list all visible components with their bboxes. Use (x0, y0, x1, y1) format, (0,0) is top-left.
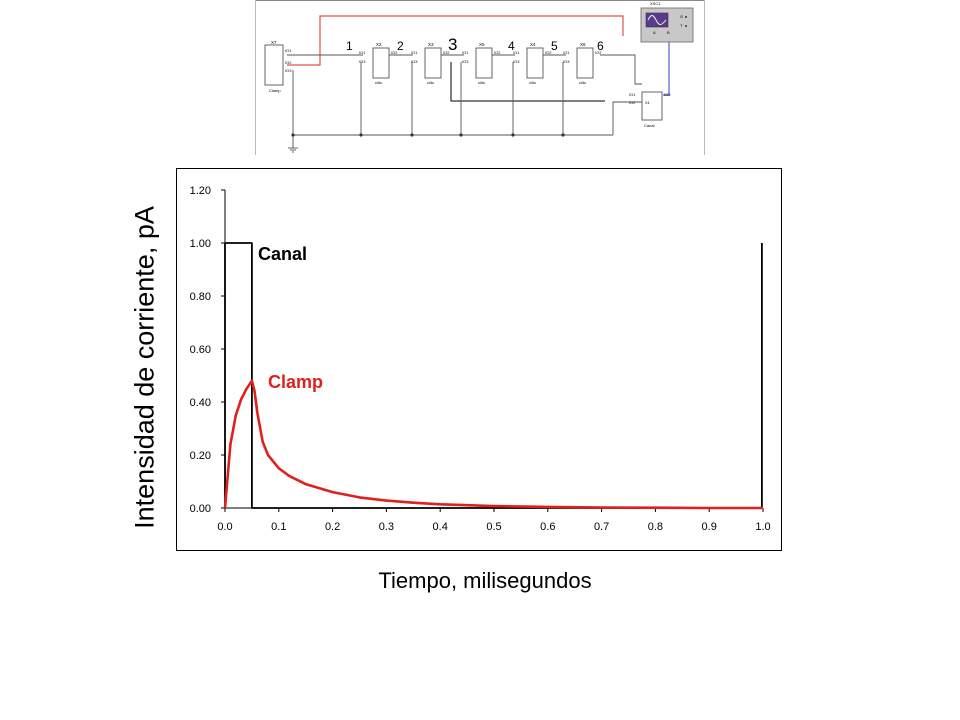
chain-wire (600, 54, 642, 85)
y-tick-label: 0.60 (190, 344, 211, 356)
x-tick-label: 0.0 (217, 521, 232, 533)
svg-text:IO1: IO1 (629, 92, 636, 97)
x-tick-label: 0.4 (433, 521, 448, 533)
x-tick-label: 0.2 (325, 521, 340, 533)
y-tick-label: 0.40 (190, 397, 211, 409)
cilio-block-x3: X3 IO1 IO2 IO3 cilio (411, 42, 450, 85)
svg-text:IO3: IO3 (563, 59, 570, 64)
x-tick-label: 0.8 (648, 521, 663, 533)
svg-text:IO2: IO2 (494, 50, 501, 55)
svg-text:IO1: IO1 (563, 50, 570, 55)
stage-number-1: 1 (346, 39, 353, 53)
svg-text:X2: X2 (376, 42, 382, 47)
stage-number-4: 4 (508, 39, 515, 53)
canal-signal-wire (663, 42, 670, 96)
x-tick-label: 0.1 (271, 521, 286, 533)
ground-icon (288, 147, 298, 153)
svg-text:G: G (680, 14, 683, 19)
svg-text:X3: X3 (428, 42, 434, 47)
svg-text:IO1: IO1 (411, 50, 418, 55)
clamp-signal-wire (287, 15, 624, 66)
y-tick-label: 0.80 (190, 291, 211, 303)
y-tick-label: 0.00 (190, 503, 211, 515)
svg-text:IO3: IO3 (411, 59, 418, 64)
svg-text:IO2: IO2 (629, 100, 636, 105)
series-line-clamp (223, 379, 763, 510)
x-tick-label: 0.5 (486, 521, 501, 533)
cilio-block-x6: X6 IO1 IO2 IO3 cilio (563, 42, 602, 85)
svg-text:A: A (653, 30, 656, 35)
svg-text:Canal: Canal (644, 123, 655, 128)
canal-block: IO1 IO2 X1 IO3 Canal (629, 91, 671, 128)
svg-text:IO2: IO2 (391, 50, 398, 55)
stage-number-5: 5 (551, 39, 558, 53)
circuit-schematic: X7 IO1 IO2 IO3 Clamp X2 IO1 IO2 IO3 cili… (255, 0, 705, 155)
x-tick-label: 0.9 (702, 521, 717, 533)
series-label-clamp: Clamp (268, 372, 323, 392)
svg-text:IO3: IO3 (462, 59, 469, 64)
cilio-block-x5: X5 IO1 IO2 IO3 cilio (462, 42, 501, 85)
stage-number-6: 6 (597, 39, 604, 53)
y-tick-label: 0.20 (190, 450, 211, 462)
sine-wave-icon (647, 15, 667, 25)
svg-text:IO1: IO1 (359, 50, 366, 55)
svg-text:B: B (667, 30, 670, 35)
canal-io2-wire (612, 101, 642, 135)
svg-text:IO3: IO3 (664, 92, 671, 97)
svg-text:IO2: IO2 (285, 60, 292, 65)
svg-text:XSC1: XSC1 (650, 1, 661, 6)
svg-text:X6: X6 (580, 42, 586, 47)
chart-frame (176, 168, 782, 551)
svg-text:IO1: IO1 (513, 50, 520, 55)
svg-text:IO1: IO1 (462, 50, 469, 55)
svg-text:X7: X7 (271, 40, 277, 45)
svg-text:cilio: cilio (478, 80, 486, 85)
x-tick-label: 0.3 (379, 521, 394, 533)
stage-number-2: 2 (397, 39, 404, 53)
x-axis-label: Tiempo, milisegundos (378, 568, 592, 593)
svg-text:IO1: IO1 (285, 48, 292, 53)
stage-numbers: 1 2 3 4 5 6 (346, 35, 604, 54)
svg-text:IO3: IO3 (513, 59, 520, 64)
oscilloscope: XSC1 G T A B (640, 1, 694, 43)
series-line-canal (224, 242, 763, 509)
cilio-block-x4: X4 IO1 IO2 IO3 cilio (513, 42, 552, 85)
stage-number-3: 3 (448, 35, 457, 54)
svg-text:cilio: cilio (375, 80, 383, 85)
svg-text:IO2: IO2 (443, 50, 450, 55)
svg-text:IO3: IO3 (285, 68, 292, 73)
svg-text:X5: X5 (479, 42, 485, 47)
svg-text:cilio: cilio (427, 80, 435, 85)
svg-text:T: T (680, 23, 683, 28)
x-tick-label: 1.0 (755, 521, 770, 533)
svg-text:cilio: cilio (529, 80, 537, 85)
svg-text:IO2: IO2 (595, 50, 602, 55)
svg-text:cilio: cilio (579, 80, 587, 85)
cilio-block-x2: X2 IO1 IO2 IO3 cilio (359, 42, 398, 85)
x-tick-label: 0.7 (594, 521, 609, 533)
clamp-block: X7 IO1 IO2 IO3 Clamp (264, 40, 292, 93)
y-tick-label: 1.00 (190, 238, 211, 250)
x-tick-label: 0.6 (540, 521, 555, 533)
svg-text:X1: X1 (645, 100, 651, 105)
y-tick-label: 1.20 (190, 185, 211, 197)
svg-text:X4: X4 (530, 42, 536, 47)
series-label-canal: Canal (258, 244, 307, 264)
svg-text:IO3: IO3 (359, 59, 366, 64)
svg-text:Clamp: Clamp (269, 88, 281, 93)
canal-feed-wire (450, 62, 605, 102)
svg-text:IO2: IO2 (545, 50, 552, 55)
